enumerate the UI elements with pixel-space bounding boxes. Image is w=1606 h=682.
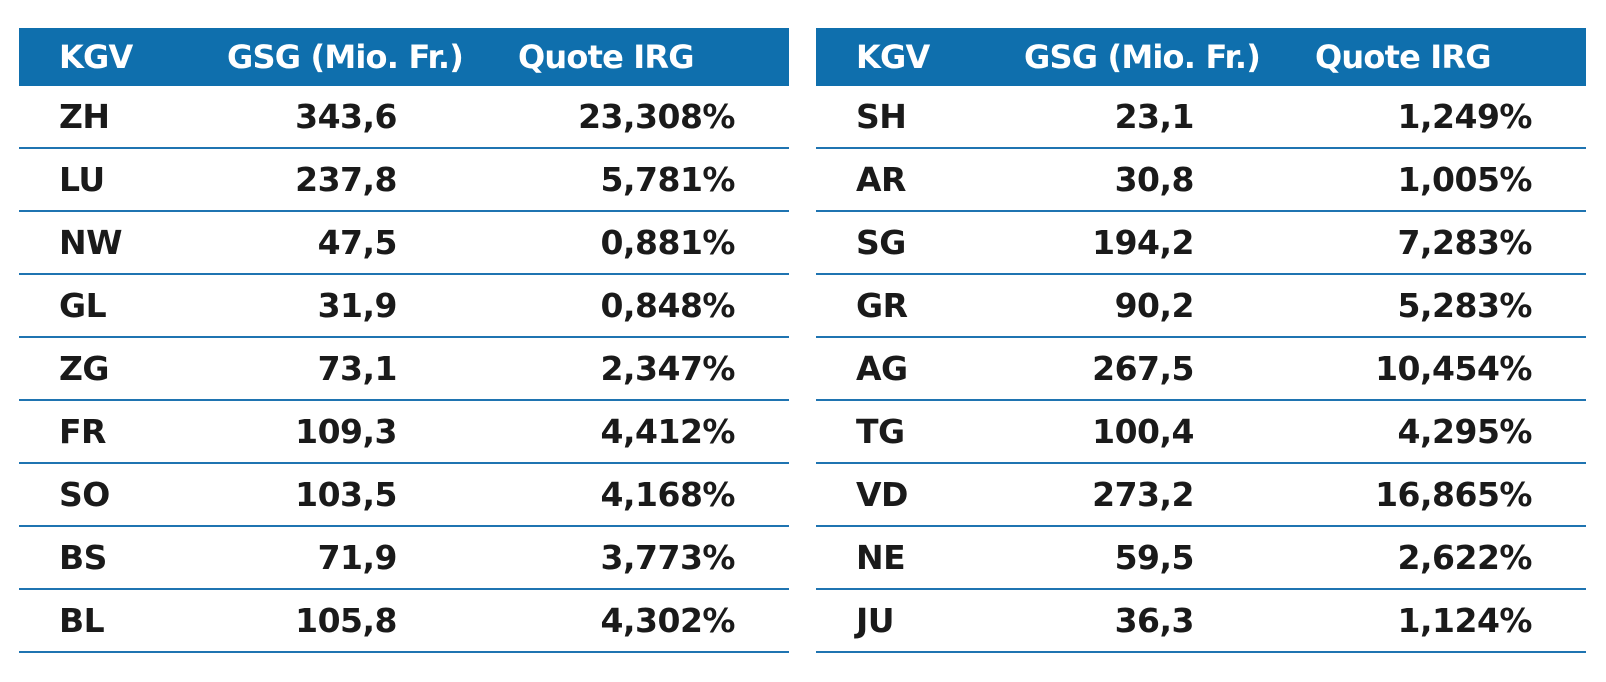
header-kgv: KGV: [59, 38, 133, 76]
table-right: KGV GSG (Mio. Fr.) Quote IRG SH 23,1 1,249% AR…: [816, 28, 1586, 653]
cell-quote-irg: 5,781%: [600, 160, 736, 199]
cell-quote-irg: 2,622%: [1397, 538, 1533, 577]
cell-gsg: 237,8: [295, 160, 397, 199]
cell-kgv: ZH: [59, 97, 110, 136]
table-header: KGV GSG (Mio. Fr.) Quote IRG: [19, 28, 789, 86]
cell-kgv: GL: [59, 286, 107, 325]
cell-quote-irg: 4,302%: [600, 601, 736, 640]
cell-kgv: AR: [856, 160, 906, 199]
cell-kgv: VD: [856, 475, 908, 514]
table-left: KGV GSG (Mio. Fr.) Quote IRG ZH 343,6 23,308%…: [19, 28, 789, 653]
table-row: LU 237,8 5,781%: [19, 149, 789, 212]
cell-quote-irg: 4,168%: [600, 475, 736, 514]
table-row: AG 267,5 10,454%: [816, 338, 1586, 401]
cell-gsg: 36,3: [1114, 601, 1195, 640]
cell-kgv: NE: [856, 538, 906, 577]
table-row: GL 31,9 0,848%: [19, 275, 789, 338]
table-row: AR 30,8 1,005%: [816, 149, 1586, 212]
cell-quote-irg: 4,412%: [600, 412, 736, 451]
cell-gsg: 90,2: [1114, 286, 1195, 325]
cell-kgv: TG: [856, 412, 905, 451]
cell-quote-irg: 1,005%: [1397, 160, 1533, 199]
table-row: JU 36,3 1,124%: [816, 590, 1586, 653]
cell-gsg: 31,9: [317, 286, 398, 325]
cell-quote-irg: 10,454%: [1375, 349, 1532, 388]
cell-quote-irg: 0,848%: [600, 286, 736, 325]
table-row: BS 71,9 3,773%: [19, 527, 789, 590]
cell-quote-irg: 16,865%: [1375, 475, 1532, 514]
table-header: KGV GSG (Mio. Fr.) Quote IRG: [816, 28, 1586, 86]
cell-quote-irg: 1,249%: [1397, 97, 1533, 136]
cell-quote-irg: 23,308%: [578, 97, 735, 136]
table-row: NW 47,5 0,881%: [19, 212, 789, 275]
cell-gsg: 71,9: [317, 538, 398, 577]
cell-quote-irg: 0,881%: [600, 223, 736, 262]
table-row: BL 105,8 4,302%: [19, 590, 789, 653]
cell-quote-irg: 3,773%: [600, 538, 736, 577]
header-kgv: KGV: [856, 38, 930, 76]
cell-kgv: FR: [59, 412, 106, 451]
cell-kgv: SO: [59, 475, 110, 514]
cell-gsg: 273,2: [1092, 475, 1194, 514]
table-row: TG 100,4 4,295%: [816, 401, 1586, 464]
cell-gsg: 194,2: [1092, 223, 1194, 262]
cell-gsg: 109,3: [295, 412, 397, 451]
cell-gsg: 73,1: [317, 349, 398, 388]
cell-kgv: LU: [59, 160, 105, 199]
cell-gsg: 59,5: [1114, 538, 1195, 577]
cell-kgv: BS: [59, 538, 107, 577]
cell-kgv: ZG: [59, 349, 110, 388]
table-row: ZG 73,1 2,347%: [19, 338, 789, 401]
table-row: NE 59,5 2,622%: [816, 527, 1586, 590]
table-row: ZH 343,6 23,308%: [19, 86, 789, 149]
cell-gsg: 100,4: [1092, 412, 1194, 451]
table-row: FR 109,3 4,412%: [19, 401, 789, 464]
cell-kgv: NW: [59, 223, 123, 262]
table-row: SH 23,1 1,249%: [816, 86, 1586, 149]
header-quote-irg: Quote IRG: [1315, 38, 1492, 76]
cell-kgv: JU: [856, 601, 895, 640]
cell-kgv: GR: [856, 286, 908, 325]
cell-gsg: 30,8: [1114, 160, 1195, 199]
cell-gsg: 23,1: [1114, 97, 1195, 136]
cell-gsg: 267,5: [1092, 349, 1194, 388]
cell-kgv: AG: [856, 349, 908, 388]
cell-quote-irg: 7,283%: [1397, 223, 1533, 262]
cell-kgv: BL: [59, 601, 105, 640]
table-row: GR 90,2 5,283%: [816, 275, 1586, 338]
cell-quote-irg: 2,347%: [600, 349, 736, 388]
table-row: SO 103,5 4,168%: [19, 464, 789, 527]
header-gsg: GSG (Mio. Fr.): [227, 38, 464, 76]
header-gsg: GSG (Mio. Fr.): [1024, 38, 1261, 76]
table-row: SG 194,2 7,283%: [816, 212, 1586, 275]
cell-kgv: SG: [856, 223, 906, 262]
cell-gsg: 47,5: [317, 223, 398, 262]
cell-kgv: SH: [856, 97, 907, 136]
cell-quote-irg: 5,283%: [1397, 286, 1533, 325]
cell-quote-irg: 1,124%: [1397, 601, 1533, 640]
cell-gsg: 103,5: [295, 475, 397, 514]
header-quote-irg: Quote IRG: [518, 38, 695, 76]
cell-gsg: 343,6: [295, 97, 397, 136]
cell-quote-irg: 4,295%: [1397, 412, 1533, 451]
table-row: VD 273,2 16,865%: [816, 464, 1586, 527]
cell-gsg: 105,8: [295, 601, 397, 640]
